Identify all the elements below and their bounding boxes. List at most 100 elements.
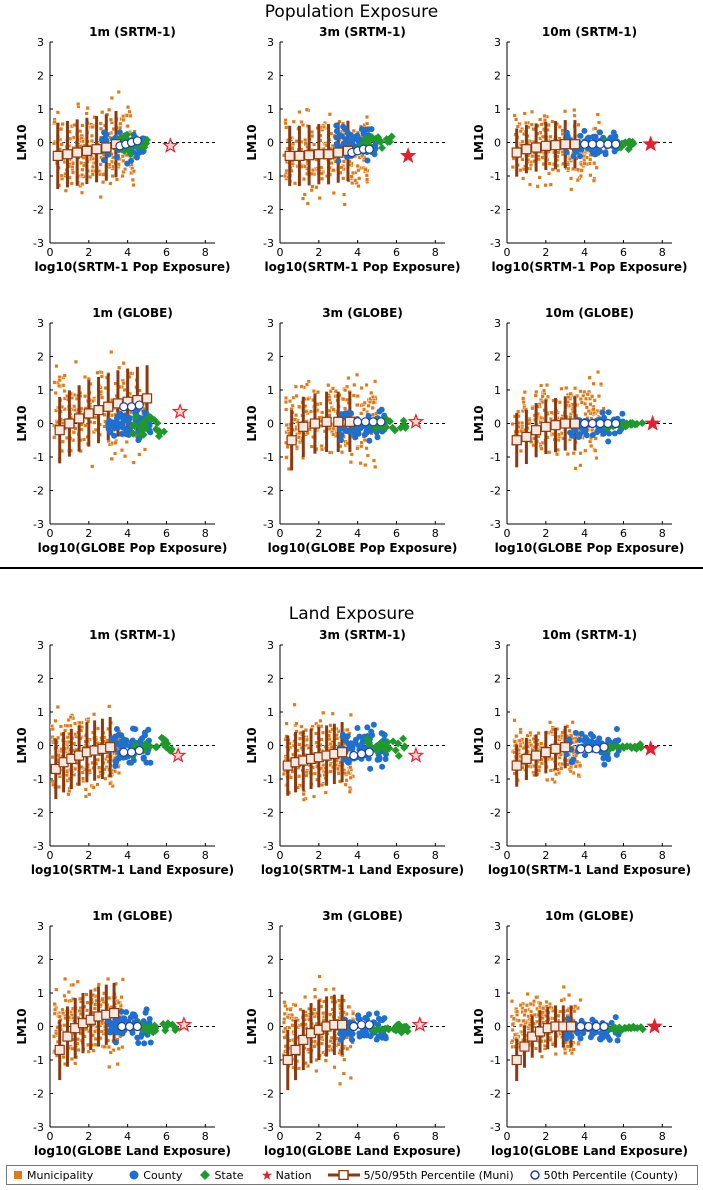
y-tick-label: 3: [267, 317, 274, 330]
municipality-point: [128, 113, 133, 118]
county-point: [142, 1009, 149, 1016]
y-tick-label: 1: [37, 706, 44, 719]
x-tick-label: 8: [659, 527, 666, 540]
municipality-point: [364, 446, 369, 451]
muni-median-marker: [560, 139, 571, 150]
municipality-point: [327, 112, 332, 117]
municipality-point: [113, 451, 118, 456]
municipality-point: [343, 388, 348, 393]
municipality-point: [592, 161, 597, 166]
municipality-point: [80, 770, 85, 775]
municipality-point: [116, 90, 121, 95]
county-point: [569, 432, 576, 439]
municipality-point: [123, 167, 128, 172]
y-tick-label: 3: [37, 36, 44, 49]
municipality-point: [93, 1042, 98, 1047]
x-tick-label: 0: [504, 527, 511, 540]
state-point: [371, 742, 380, 751]
municipality-point: [331, 986, 336, 991]
muni-median-marker: [511, 147, 522, 158]
municipality-point: [373, 464, 378, 469]
municipality-point: [573, 1004, 578, 1009]
municipality-point: [102, 1044, 107, 1049]
county-point: [356, 743, 363, 750]
y-tick-label: 0: [37, 137, 44, 150]
county-point: [333, 128, 340, 135]
municipality-point: [359, 411, 364, 416]
municipality-point: [85, 1000, 90, 1005]
municipality-point: [365, 453, 370, 458]
muni-median-marker: [519, 1041, 530, 1052]
county-median-marker: [119, 747, 129, 757]
municipality-point: [55, 110, 60, 115]
county-median-marker: [126, 747, 137, 757]
municipality-point: [125, 124, 130, 129]
y-tick-label: -1: [263, 451, 274, 464]
x-axis-label: log10(SRTM-1 Pop Exposure): [35, 260, 231, 274]
muni-median-marker: [101, 142, 112, 153]
municipality-point: [343, 771, 348, 776]
municipality-point: [563, 109, 568, 114]
municipality-point: [588, 173, 593, 178]
muni-median-marker: [531, 425, 542, 436]
municipality-point: [509, 1014, 514, 1019]
municipality-point: [83, 394, 88, 399]
legend: Municipality County State Nation 5/50/95…: [6, 1165, 698, 1185]
muni-median-marker: [286, 435, 297, 446]
x-tick-label: 8: [202, 246, 209, 259]
muni-median-marker: [298, 1034, 309, 1046]
county-median-marker: [134, 400, 144, 410]
municipality-point: [348, 1075, 353, 1080]
municipality-point: [357, 176, 362, 181]
municipality-point: [530, 154, 535, 159]
municipality-point: [534, 389, 539, 394]
municipality-point: [525, 733, 530, 738]
county-point: [356, 1030, 363, 1037]
municipality-point: [60, 420, 65, 425]
municipality-point: [95, 782, 100, 787]
municipality-point: [556, 438, 561, 443]
municipality-point: [57, 383, 62, 388]
municipality-point: [589, 443, 594, 448]
municipality-point: [546, 171, 551, 176]
municipality-point: [591, 407, 596, 412]
municipality-point: [107, 996, 112, 1001]
county-point: [135, 1040, 142, 1047]
x-tick-label: 0: [277, 246, 284, 259]
state-point: [625, 1023, 634, 1032]
state-point: [363, 734, 372, 743]
municipality-point: [319, 447, 324, 452]
state-point: [161, 736, 170, 745]
municipality-point: [92, 1006, 97, 1011]
y-tick-label: -1: [263, 773, 274, 786]
county-point: [373, 1010, 380, 1017]
municipality-point: [85, 1008, 90, 1013]
municipality-point: [541, 388, 546, 393]
muni-median-marker: [304, 150, 315, 161]
county-median-marker: [576, 1021, 586, 1032]
municipality-point: [58, 724, 63, 729]
municipality-point: [72, 123, 77, 128]
municipality-point: [565, 1008, 570, 1013]
municipality-point: [87, 768, 92, 773]
municipality-point: [283, 400, 288, 405]
muni-median-marker: [565, 1021, 577, 1032]
municipality-point: [366, 403, 371, 408]
municipality-point: [323, 790, 328, 795]
x-tick-label: 6: [393, 527, 400, 540]
municipality-point: [540, 1010, 545, 1015]
county-median-marker: [124, 1021, 135, 1032]
x-tick-label: 6: [163, 246, 170, 259]
y-tick-label: -2: [33, 485, 44, 498]
state-point: [139, 430, 148, 439]
county-point: [129, 1011, 136, 1018]
municipality-point: [524, 121, 529, 126]
municipality-point: [518, 448, 523, 453]
municipality-point: [65, 769, 70, 774]
municipality-point: [521, 1018, 526, 1023]
municipality-point: [314, 1069, 319, 1074]
